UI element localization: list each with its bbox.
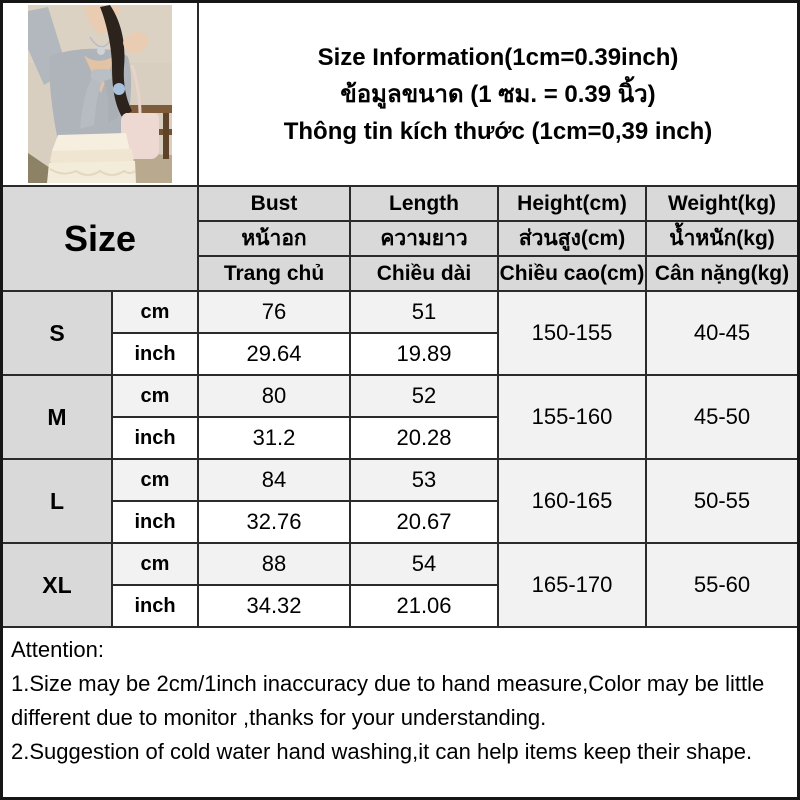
row-l-unit-inch: inch: [113, 502, 197, 542]
row-m-length-cm: 52: [351, 376, 497, 416]
row-l-weight-range: 50-55: [647, 460, 797, 542]
row-m-length-inch: 20.28: [351, 418, 497, 458]
row-m-size-label: M: [3, 376, 111, 458]
row-s-unit-inch: inch: [113, 334, 197, 374]
row-s-length-cm: 51: [351, 292, 497, 332]
row-xl-unit-cm: cm: [113, 544, 197, 584]
row-xl-size-label: XL: [3, 544, 111, 626]
col-header-length-th: ความยาว: [351, 222, 497, 255]
row-xl-height-range: 165-170: [499, 544, 645, 626]
row-l-bust-cm: 84: [199, 460, 349, 500]
row-l-length-inch: 20.67: [351, 502, 497, 542]
title-line-thai: ข้อมูลขนาด (1 ซม. = 0.39 นิ้ว): [340, 80, 656, 108]
product-photo-cell: [3, 3, 197, 185]
row-s-unit-cm: cm: [113, 292, 197, 332]
attention-line-1: 1.Size may be 2cm/1inch inaccuracy due t…: [11, 671, 765, 730]
col-header-height-en: Height(cm): [499, 187, 645, 220]
row-xl-weight-range: 55-60: [647, 544, 797, 626]
row-s-weight-range: 40-45: [647, 292, 797, 374]
col-header-weight-th: น้ำหนัก(kg): [647, 222, 797, 255]
col-header-height-th: ส่วนสูง(cm): [499, 222, 645, 255]
row-m-bust-cm: 80: [199, 376, 349, 416]
row-l-unit-cm: cm: [113, 460, 197, 500]
col-header-bust-vi: Trang chủ: [199, 257, 349, 290]
col-header-bust-en: Bust: [199, 187, 349, 220]
row-l-length-cm: 53: [351, 460, 497, 500]
size-header: Size: [3, 187, 197, 290]
title-line-vietnamese: Thông tin kích thước (1cm=0,39 inch): [283, 117, 713, 145]
col-header-weight-vi: Cân nặng(kg): [647, 257, 797, 290]
row-l-size-label: L: [3, 460, 111, 542]
size-info-title: Size Information(1cm=0.39inch) ข้อมูลขนา…: [199, 3, 797, 185]
row-s-size-label: S: [3, 292, 111, 374]
row-xl-length-cm: 54: [351, 544, 497, 584]
row-s-bust-inch: 29.64: [199, 334, 349, 374]
row-m-height-range: 155-160: [499, 376, 645, 458]
row-s-length-inch: 19.89: [351, 334, 497, 374]
row-m-unit-cm: cm: [113, 376, 197, 416]
row-m-weight-range: 45-50: [647, 376, 797, 458]
row-m-unit-inch: inch: [113, 418, 197, 458]
col-header-weight-en: Weight(kg): [647, 187, 797, 220]
col-header-length-vi: Chiều dài: [351, 257, 497, 290]
row-l-bust-inch: 32.76: [199, 502, 349, 542]
attention-heading: Attention:: [11, 637, 104, 662]
attention-line-2: 2.Suggestion of cold water hand washing,…: [11, 739, 753, 764]
col-header-height-vi: Chiều cao(cm): [499, 257, 645, 290]
title-line-english: Size Information(1cm=0.39inch): [317, 43, 679, 71]
attention-notes: Attention: 1.Size may be 2cm/1inch inacc…: [3, 628, 797, 797]
row-l-height-range: 160-165: [499, 460, 645, 542]
row-s-height-range: 150-155: [499, 292, 645, 374]
col-header-length-en: Length: [351, 187, 497, 220]
row-s-bust-cm: 76: [199, 292, 349, 332]
row-xl-bust-inch: 34.32: [199, 586, 349, 626]
row-xl-unit-inch: inch: [113, 586, 197, 626]
row-m-bust-inch: 31.2: [199, 418, 349, 458]
row-xl-bust-cm: 88: [199, 544, 349, 584]
row-xl-length-inch: 21.06: [351, 586, 497, 626]
product-photo-image: [28, 5, 172, 183]
col-header-bust-th: หน้าอก: [199, 222, 349, 255]
